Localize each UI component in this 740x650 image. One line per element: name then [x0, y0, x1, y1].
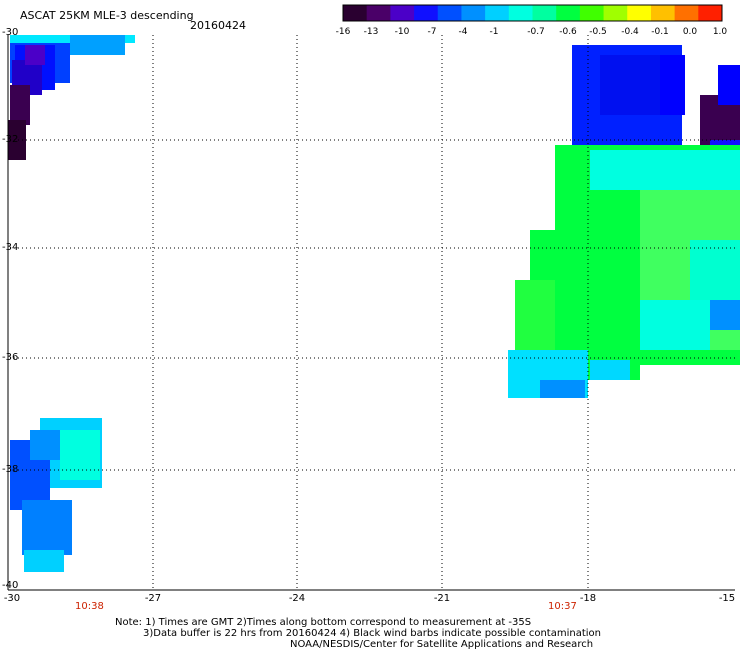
colorbar-swatch: [508, 5, 533, 21]
note-line-2: 3)Data buffer is 22 hrs from 20160424 4)…: [143, 628, 601, 639]
colorbar-swatch: [461, 5, 486, 21]
lon-tick-label: -24: [288, 593, 306, 604]
colorbar-label: -0.1: [651, 27, 669, 37]
colorbar-label: -0.5: [589, 27, 607, 37]
graticule: [10, 35, 735, 588]
colorbar-swatch: [414, 5, 439, 21]
colorbar-swatch: [343, 5, 368, 21]
colorbar-swatch: [674, 5, 699, 21]
colorbar-swatch: [627, 5, 652, 21]
lat-tick-label: -30: [2, 27, 19, 38]
colorbar-swatch: [390, 5, 415, 21]
colorbar-swatch: [650, 5, 676, 21]
colorbar-label: -0.6: [559, 27, 577, 37]
colorbar-label: -1: [489, 27, 499, 37]
colorbar-swatch: [437, 5, 462, 21]
colorbar-label: -7: [427, 27, 437, 37]
lat-tick-label: -36: [2, 352, 19, 363]
product-title: ASCAT 25KM MLE-3 descending: [20, 9, 194, 22]
lat-tick-label: -40: [2, 580, 19, 591]
colorbar-swatch: [698, 5, 723, 21]
colorbar-label: 0.0: [682, 27, 698, 37]
swath-east: [508, 45, 740, 398]
colorbar-label: -16: [335, 27, 351, 37]
lat-tick-label: -34: [2, 242, 19, 253]
lon-tick-label: -15: [718, 593, 736, 604]
colorbar-label: -0.7: [527, 27, 545, 37]
colorbar-swatch: [532, 5, 557, 21]
product-date: 20160424: [190, 19, 246, 32]
colorbar-label: -13: [363, 27, 379, 37]
colorbar: [342, 4, 723, 22]
colorbar-label: -4: [458, 27, 468, 37]
lon-tick-label: -27: [144, 593, 162, 604]
time-label-left: 10:38: [75, 601, 104, 612]
colorbar-swatch: [366, 5, 391, 21]
colorbar-label: 1.0: [712, 27, 728, 37]
note-line-3: NOAA/NESDIS/Center for Satellite Applica…: [290, 639, 594, 650]
swath-southwest: [10, 418, 102, 572]
time-label-right: 10:37: [548, 601, 577, 612]
note-line-1: Note: 1) Times are GMT 2)Times along bot…: [115, 617, 532, 628]
lon-tick-label: -30: [3, 593, 21, 604]
lat-tick-label: -38: [2, 464, 19, 475]
colorbar-swatch: [579, 5, 605, 21]
colorbar-swatch: [556, 5, 581, 21]
lat-tick-label: -32: [2, 134, 19, 145]
colorbar-swatch: [485, 5, 510, 21]
lon-tick-label: -21: [433, 593, 451, 604]
lon-tick-label: -18: [579, 593, 597, 604]
colorbar-frame: [342, 4, 723, 22]
colorbar-swatch: [603, 5, 628, 21]
colorbar-label: -0.4: [621, 27, 639, 37]
map-frame: [7, 35, 735, 591]
swath-northwest: [8, 35, 135, 160]
colorbar-label: -10: [394, 27, 410, 37]
